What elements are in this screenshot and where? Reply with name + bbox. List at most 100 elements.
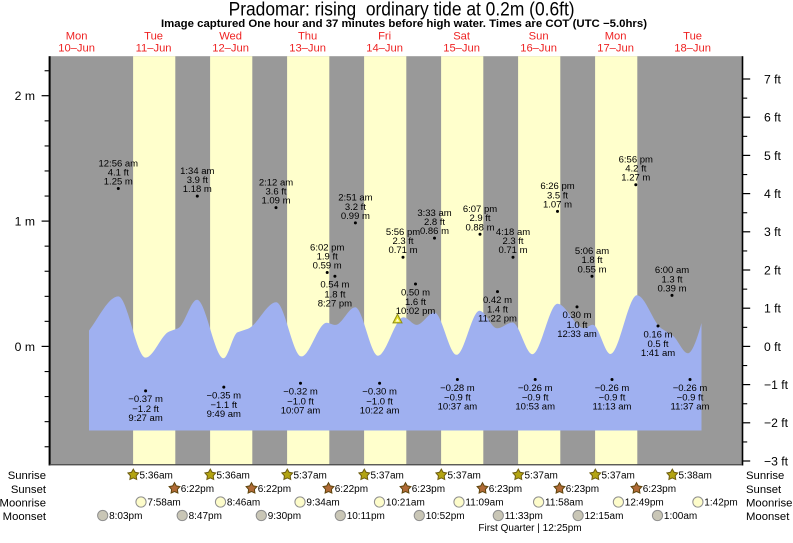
svg-text:11:58am: 11:58am [545,498,583,509]
svg-text:3 ft: 3 ft [764,225,782,239]
svg-text:1:41 am: 1:41 am [641,348,675,359]
svg-text:Sunrise: Sunrise [746,470,784,482]
svg-text:0.99 m: 0.99 m [341,211,370,222]
svg-text:2:12 am: 2:12 am [259,177,293,188]
svg-text:−0.37 m: −0.37 m [128,394,163,405]
svg-text:0.86 m: 0.86 m [420,226,449,237]
svg-text:10–Jun: 10–Jun [58,43,95,55]
svg-text:0.59 m: 0.59 m [313,261,342,272]
svg-text:Mon: Mon [66,30,88,42]
svg-text:8:47pm: 8:47pm [189,511,222,522]
svg-text:7:58am: 7:58am [147,498,180,509]
svg-text:Sunset: Sunset [11,484,47,496]
svg-text:9:30pm: 9:30pm [268,511,301,522]
svg-text:9:49 am: 9:49 am [207,409,241,420]
svg-text:−0.26 m: −0.26 m [595,383,630,394]
svg-text:4:18 am: 4:18 am [496,227,530,238]
svg-text:−0.28 m: −0.28 m [440,383,475,394]
svg-text:5:06 am: 5:06 am [575,246,609,257]
svg-text:1:34 am: 1:34 am [180,166,214,177]
svg-text:11:22 pm: 11:22 pm [478,314,517,325]
svg-text:1.18 m: 1.18 m [183,184,212,195]
svg-text:0.16 m: 0.16 m [643,329,672,340]
svg-text:8:46am: 8:46am [227,498,260,509]
svg-text:7 ft: 7 ft [764,72,782,86]
svg-text:−0.9 ft: −0.9 ft [599,393,626,404]
svg-text:9:34am: 9:34am [306,498,339,509]
svg-text:6:07 pm: 6:07 pm [463,204,497,215]
svg-text:−1.0 ft: −1.0 ft [287,396,314,407]
svg-text:2 ft: 2 ft [764,263,782,277]
svg-text:0.50 m: 0.50 m [401,287,430,298]
svg-text:6:00 am: 6:00 am [655,265,689,276]
svg-text:−1 ft: −1 ft [764,378,789,392]
svg-text:Thu: Thu [298,30,317,42]
svg-text:2.9 ft: 2.9 ft [469,213,490,224]
svg-text:0.30 m: 0.30 m [562,310,591,321]
svg-text:Image captured One hour and 37: Image captured One hour and 37 minutes b… [161,18,647,30]
svg-text:6:56 pm: 6:56 pm [619,155,653,166]
svg-text:−0.9 ft: −0.9 ft [522,393,549,404]
svg-text:Moonrise: Moonrise [0,498,46,510]
svg-text:14–Jun: 14–Jun [366,43,403,55]
svg-text:6:23pm: 6:23pm [643,484,676,495]
svg-text:5 ft: 5 ft [764,149,782,163]
svg-text:6:26 pm: 6:26 pm [540,181,574,192]
svg-text:5:37am: 5:37am [448,470,481,481]
svg-text:10:21am: 10:21am [386,498,425,509]
svg-text:1.27 m: 1.27 m [621,173,650,184]
svg-text:0.54 m: 0.54 m [320,280,349,291]
svg-text:−0.26 m: −0.26 m [673,383,708,394]
svg-text:Moonrise: Moonrise [746,498,792,510]
svg-text:1.09 m: 1.09 m [261,196,290,207]
svg-text:Sun: Sun [529,30,549,42]
svg-text:1.8 ft: 1.8 ft [324,289,345,300]
svg-text:10:37 am: 10:37 am [438,402,478,413]
svg-text:5:38am: 5:38am [679,470,712,481]
svg-text:1.6 ft: 1.6 ft [405,297,426,308]
svg-text:12–Jun: 12–Jun [212,43,249,55]
svg-text:4 ft: 4 ft [764,187,782,201]
svg-text:5:37am: 5:37am [371,470,404,481]
svg-text:0.71 m: 0.71 m [498,245,527,256]
svg-text:4.1 ft: 4.1 ft [108,167,129,178]
svg-text:12:56 am: 12:56 am [98,158,138,169]
svg-text:Wed: Wed [219,30,242,42]
svg-text:12:33 am: 12:33 am [557,329,597,340]
svg-text:3.9 ft: 3.9 ft [187,175,208,186]
svg-text:10:11pm: 10:11pm [347,511,385,522]
svg-text:Moonset: Moonset [3,511,47,523]
svg-text:1.07 m: 1.07 m [543,199,572,210]
svg-text:−1.1 ft: −1.1 ft [210,400,237,411]
svg-text:Moonset: Moonset [746,511,790,523]
svg-text:6:23pm: 6:23pm [566,484,599,495]
svg-text:13–Jun: 13–Jun [289,43,326,55]
svg-text:10:22 am: 10:22 am [360,405,400,416]
svg-text:0.5 ft: 0.5 ft [647,339,668,350]
svg-text:8:27 pm: 8:27 pm [318,298,352,309]
svg-text:1.0 ft: 1.0 ft [566,320,587,331]
svg-text:2 m: 2 m [15,89,35,103]
svg-text:0.88 m: 0.88 m [465,222,494,233]
svg-text:Sat: Sat [453,30,471,42]
svg-text:−0.35 m: −0.35 m [207,390,242,401]
svg-text:15–Jun: 15–Jun [443,43,480,55]
svg-text:6:22pm: 6:22pm [258,484,291,495]
svg-text:11–Jun: 11–Jun [136,43,172,55]
svg-text:18–Jun: 18–Jun [674,43,711,55]
svg-text:1:42pm: 1:42pm [704,498,737,509]
svg-text:5:37am: 5:37am [294,470,327,481]
svg-text:16–Jun: 16–Jun [520,43,557,55]
svg-text:−0.26 m: −0.26 m [518,383,553,394]
svg-text:3.2 ft: 3.2 ft [345,202,366,213]
svg-text:0.42 m: 0.42 m [483,295,512,306]
svg-text:6 ft: 6 ft [764,111,782,125]
svg-text:0 ft: 0 ft [764,340,782,354]
svg-text:Tue: Tue [683,30,702,42]
svg-text:0 m: 0 m [15,340,35,354]
svg-text:8:03pm: 8:03pm [109,511,142,522]
svg-text:9:27 am: 9:27 am [128,413,162,424]
svg-text:−1.2 ft: −1.2 ft [132,404,159,415]
svg-text:5:36am: 5:36am [217,470,250,481]
svg-text:6:22pm: 6:22pm [335,484,368,495]
